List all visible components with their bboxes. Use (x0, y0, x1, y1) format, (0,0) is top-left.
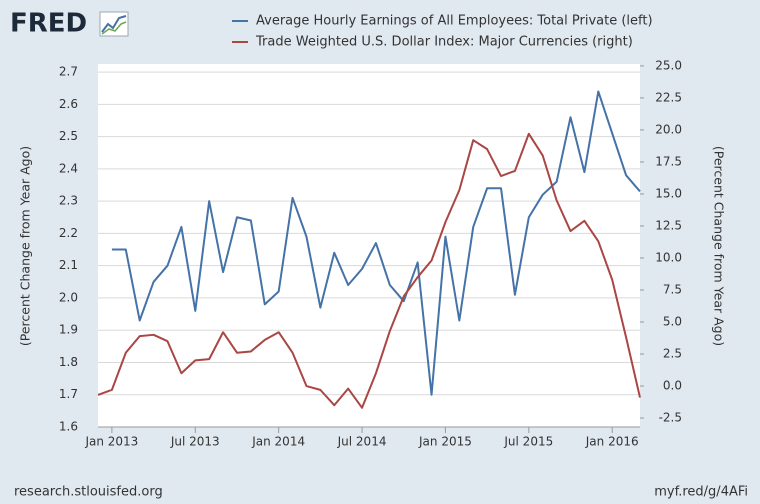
x-tick-label: Jan 2016 (585, 435, 639, 449)
footer-source: research.stlouisfed.org (14, 485, 163, 500)
x-tick-label: Jan 2013 (84, 435, 138, 449)
y-tick-label: 1.9 (59, 323, 78, 337)
y2-tick-label: 2.5 (663, 347, 682, 361)
y-tick-label: 2.0 (59, 290, 78, 304)
y-tick-label: 2.3 (59, 194, 78, 208)
x-tick-label: Jul 2014 (337, 435, 387, 449)
y2-tick-label: 12.5 (655, 218, 682, 232)
legend-label: Average Hourly Earnings of All Employees… (256, 14, 653, 29)
y-tick-label: 2.2 (59, 226, 78, 240)
y2-tick-label: 10.0 (655, 250, 682, 264)
y2-axis-title: (Percent Change from Year Ago) (712, 146, 727, 346)
y-tick-label: 1.8 (59, 355, 78, 369)
y2-tick-label: 22.5 (655, 90, 682, 104)
logo-icon (99, 11, 129, 37)
logo: FRED (10, 9, 87, 39)
y2-tick-label: 7.5 (663, 282, 682, 296)
x-tick-label: Jan 2014 (251, 435, 305, 449)
y-tick-label: 2.5 (59, 129, 78, 143)
y-tick-label: 1.7 (59, 387, 78, 401)
y2-tick-label: 5.0 (663, 315, 682, 329)
x-tick-label: Jul 2015 (503, 435, 553, 449)
legend-label: Trade Weighted U.S. Dollar Index: Major … (255, 35, 633, 50)
y2-tick-label: 20.0 (655, 122, 682, 136)
y-tick-label: 2.7 (59, 65, 78, 79)
y2-tick-label: 0.0 (663, 379, 682, 393)
y2-tick-label: -2.5 (659, 411, 682, 425)
footer-link: myf.red/g/4AFi (654, 485, 748, 500)
y2-tick-label: 17.5 (655, 154, 682, 168)
series-line (97, 132, 641, 409)
plot-area (98, 64, 640, 427)
x-tick-label: Jul 2013 (170, 435, 220, 449)
x-tick-label: Jan 2015 (418, 435, 472, 449)
y-axis-title: (Percent Change from Year Ago) (18, 146, 33, 346)
y-tick-label: 2.6 (59, 97, 78, 111)
y2-tick-label: 15.0 (655, 186, 682, 200)
y-tick-label: 1.6 (59, 420, 78, 434)
y2-tick-label: 25.0 (655, 58, 682, 72)
y-tick-label: 2.1 (59, 258, 78, 272)
y-tick-label: 2.4 (59, 161, 78, 175)
